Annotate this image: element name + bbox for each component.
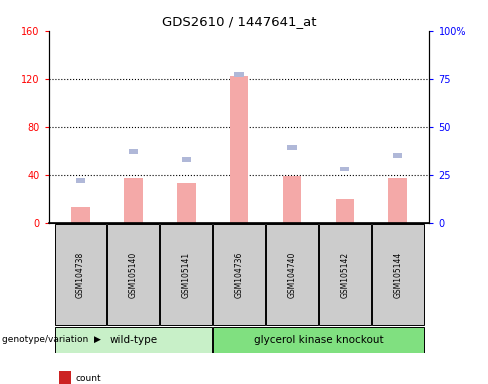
FancyBboxPatch shape <box>372 224 424 325</box>
Text: glycerol kinase knockout: glycerol kinase knockout <box>254 335 383 345</box>
Text: GSM105142: GSM105142 <box>340 252 349 298</box>
Bar <box>388 178 407 223</box>
Bar <box>283 176 301 223</box>
Text: GSM104740: GSM104740 <box>287 252 297 298</box>
FancyBboxPatch shape <box>107 224 159 325</box>
Text: count: count <box>76 374 102 383</box>
Bar <box>230 76 248 223</box>
Bar <box>124 178 142 223</box>
FancyBboxPatch shape <box>161 224 212 325</box>
Bar <box>182 157 191 162</box>
Title: GDS2610 / 1447641_at: GDS2610 / 1447641_at <box>162 15 316 28</box>
Bar <box>71 207 90 223</box>
FancyBboxPatch shape <box>213 327 424 353</box>
Bar <box>76 178 85 183</box>
Text: GSM105141: GSM105141 <box>182 252 191 298</box>
Text: GSM104738: GSM104738 <box>76 252 85 298</box>
FancyBboxPatch shape <box>55 224 106 325</box>
Text: GSM104736: GSM104736 <box>235 252 244 298</box>
Bar <box>235 73 244 77</box>
Text: genotype/variation  ▶: genotype/variation ▶ <box>2 335 102 344</box>
Text: GSM105140: GSM105140 <box>129 252 138 298</box>
Text: GSM105144: GSM105144 <box>393 252 402 298</box>
Bar <box>336 199 354 223</box>
Bar <box>177 183 196 223</box>
Bar <box>129 149 138 154</box>
FancyBboxPatch shape <box>213 224 265 325</box>
FancyBboxPatch shape <box>266 224 318 325</box>
FancyBboxPatch shape <box>55 327 212 353</box>
Bar <box>340 167 349 171</box>
Bar <box>287 146 297 150</box>
Text: wild-type: wild-type <box>109 335 158 345</box>
FancyBboxPatch shape <box>319 224 371 325</box>
Bar <box>393 153 402 158</box>
